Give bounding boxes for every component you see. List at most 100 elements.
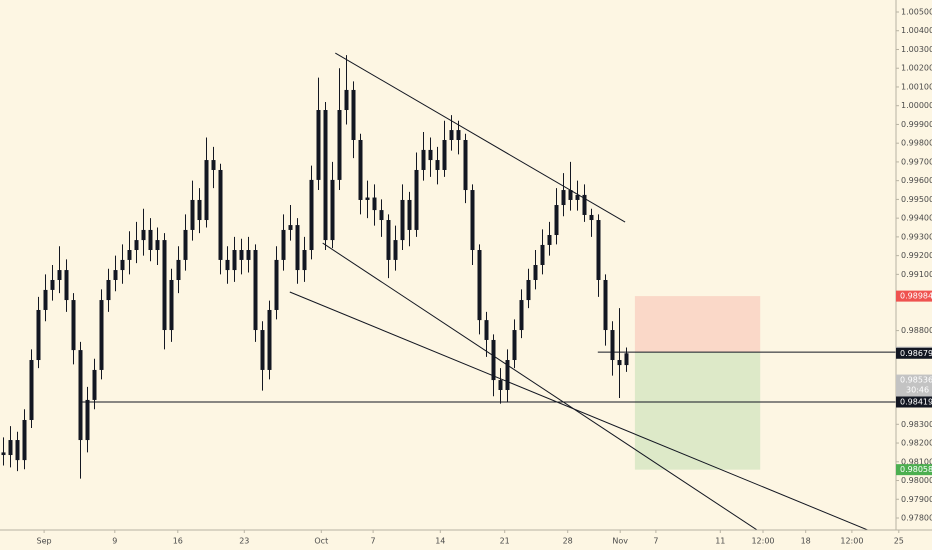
trend-line bbox=[322, 242, 758, 530]
x-tick-label: 14 bbox=[435, 537, 445, 546]
candle-body bbox=[554, 205, 559, 236]
y-tick-label: 0.99300 bbox=[901, 232, 932, 241]
y-tick-label: 0.98000 bbox=[901, 476, 932, 485]
y-tick-label: 1.00100 bbox=[901, 82, 932, 91]
x-tick-label: 16 bbox=[173, 537, 183, 546]
candle-body bbox=[113, 270, 118, 280]
x-tick-label: Sep bbox=[37, 537, 52, 546]
candle-body bbox=[141, 229, 146, 241]
candle-body bbox=[218, 169, 223, 260]
candle-body bbox=[22, 419, 27, 461]
candle-body bbox=[239, 250, 244, 260]
candle-body bbox=[435, 160, 440, 170]
candle-body bbox=[596, 220, 601, 280]
candle-body bbox=[610, 330, 615, 361]
x-tick-label: Oct bbox=[314, 537, 328, 546]
candle-body bbox=[463, 139, 468, 191]
x-tick-label: 7 bbox=[371, 537, 376, 546]
candle-body bbox=[211, 160, 216, 170]
x-tick-label: 21 bbox=[500, 537, 510, 546]
y-tick-label: 0.99200 bbox=[901, 251, 932, 260]
candle-body bbox=[540, 244, 545, 265]
candle-body bbox=[127, 250, 132, 260]
candle-body bbox=[568, 190, 573, 200]
candle-body bbox=[379, 210, 384, 221]
stop-zone bbox=[634, 296, 761, 353]
axes: 1.00500 1.00400 1.00300 1.00200 1.00100 1.000… bbox=[37, 7, 932, 546]
candle-body bbox=[169, 279, 174, 331]
candle-body bbox=[498, 380, 503, 391]
price-label-box bbox=[896, 396, 932, 408]
candle-body bbox=[302, 250, 307, 271]
x-tick-label: 12:00 bbox=[751, 537, 774, 546]
candle-body bbox=[428, 149, 433, 161]
candle-body bbox=[491, 339, 496, 381]
price-label: 0.98679 bbox=[900, 349, 932, 358]
y-tick-label: 1.00000 bbox=[901, 101, 932, 110]
candle-body bbox=[407, 199, 412, 230]
candle-body bbox=[470, 190, 475, 251]
price-label: 0.98419 bbox=[900, 397, 932, 406]
price-label: 0.98984 bbox=[900, 292, 932, 301]
candle-body bbox=[50, 279, 55, 290]
y-tick-label: 0.99800 bbox=[901, 139, 932, 148]
y-tick-label: 0.97900 bbox=[901, 495, 932, 504]
x-tick-label: 18 bbox=[801, 537, 811, 546]
x-tick-label: 12:00 bbox=[840, 537, 863, 546]
target-zone bbox=[634, 352, 761, 470]
candle-body bbox=[393, 240, 398, 260]
countdown-label: 30:46 bbox=[906, 386, 929, 395]
candle-body bbox=[64, 270, 69, 301]
candle-body bbox=[414, 169, 419, 230]
candle-body bbox=[183, 229, 188, 260]
y-tick-label: 1.00200 bbox=[901, 64, 932, 73]
candle-body bbox=[36, 309, 41, 361]
y-tick-label: 0.98200 bbox=[901, 439, 932, 448]
x-tick-label: 9 bbox=[112, 537, 117, 546]
candle-body bbox=[92, 369, 97, 400]
price-label: 0.98536 bbox=[900, 376, 932, 385]
x-tick-label: 11 bbox=[715, 537, 725, 546]
candle-body bbox=[512, 330, 517, 361]
candle-body bbox=[344, 89, 349, 111]
candle-body bbox=[260, 330, 265, 370]
y-tick-label: 1.00400 bbox=[901, 26, 932, 35]
candle-body bbox=[232, 250, 237, 271]
candle-body bbox=[400, 199, 405, 241]
x-tick-label: 7 bbox=[653, 537, 658, 546]
x-tick-label: Nov bbox=[612, 537, 628, 546]
candle-body bbox=[1, 452, 6, 456]
plot-area bbox=[1, 52, 896, 530]
candle-body bbox=[85, 399, 90, 441]
candle-body bbox=[288, 225, 293, 230]
candle-body bbox=[99, 300, 104, 370]
candle-body bbox=[456, 130, 461, 140]
candle-body bbox=[225, 259, 230, 271]
y-tick-label: 0.99600 bbox=[901, 176, 932, 185]
y-tick-label: 0.99500 bbox=[901, 195, 932, 204]
candle-body bbox=[197, 199, 202, 221]
y-tick-label: 1.00300 bbox=[901, 45, 932, 54]
price-label-box bbox=[896, 374, 932, 397]
candle-body bbox=[267, 309, 272, 370]
candle-body bbox=[43, 289, 48, 310]
candle-body bbox=[246, 250, 251, 260]
candle-body bbox=[519, 300, 524, 331]
candle-body bbox=[421, 149, 426, 170]
candle-body bbox=[204, 160, 209, 221]
candle-body bbox=[106, 279, 111, 301]
trend-line bbox=[335, 52, 626, 223]
candle-body bbox=[253, 250, 258, 331]
candle-body bbox=[547, 235, 552, 245]
trend-line bbox=[289, 291, 870, 530]
y-tick-label: 0.97800 bbox=[901, 514, 932, 523]
candle-body bbox=[29, 360, 34, 420]
candle-body bbox=[57, 270, 62, 280]
y-tick-label: 0.99900 bbox=[901, 120, 932, 129]
candle-body bbox=[365, 197, 370, 200]
candle-body bbox=[8, 440, 13, 456]
candle-body bbox=[372, 197, 377, 211]
candle-body bbox=[575, 194, 580, 200]
